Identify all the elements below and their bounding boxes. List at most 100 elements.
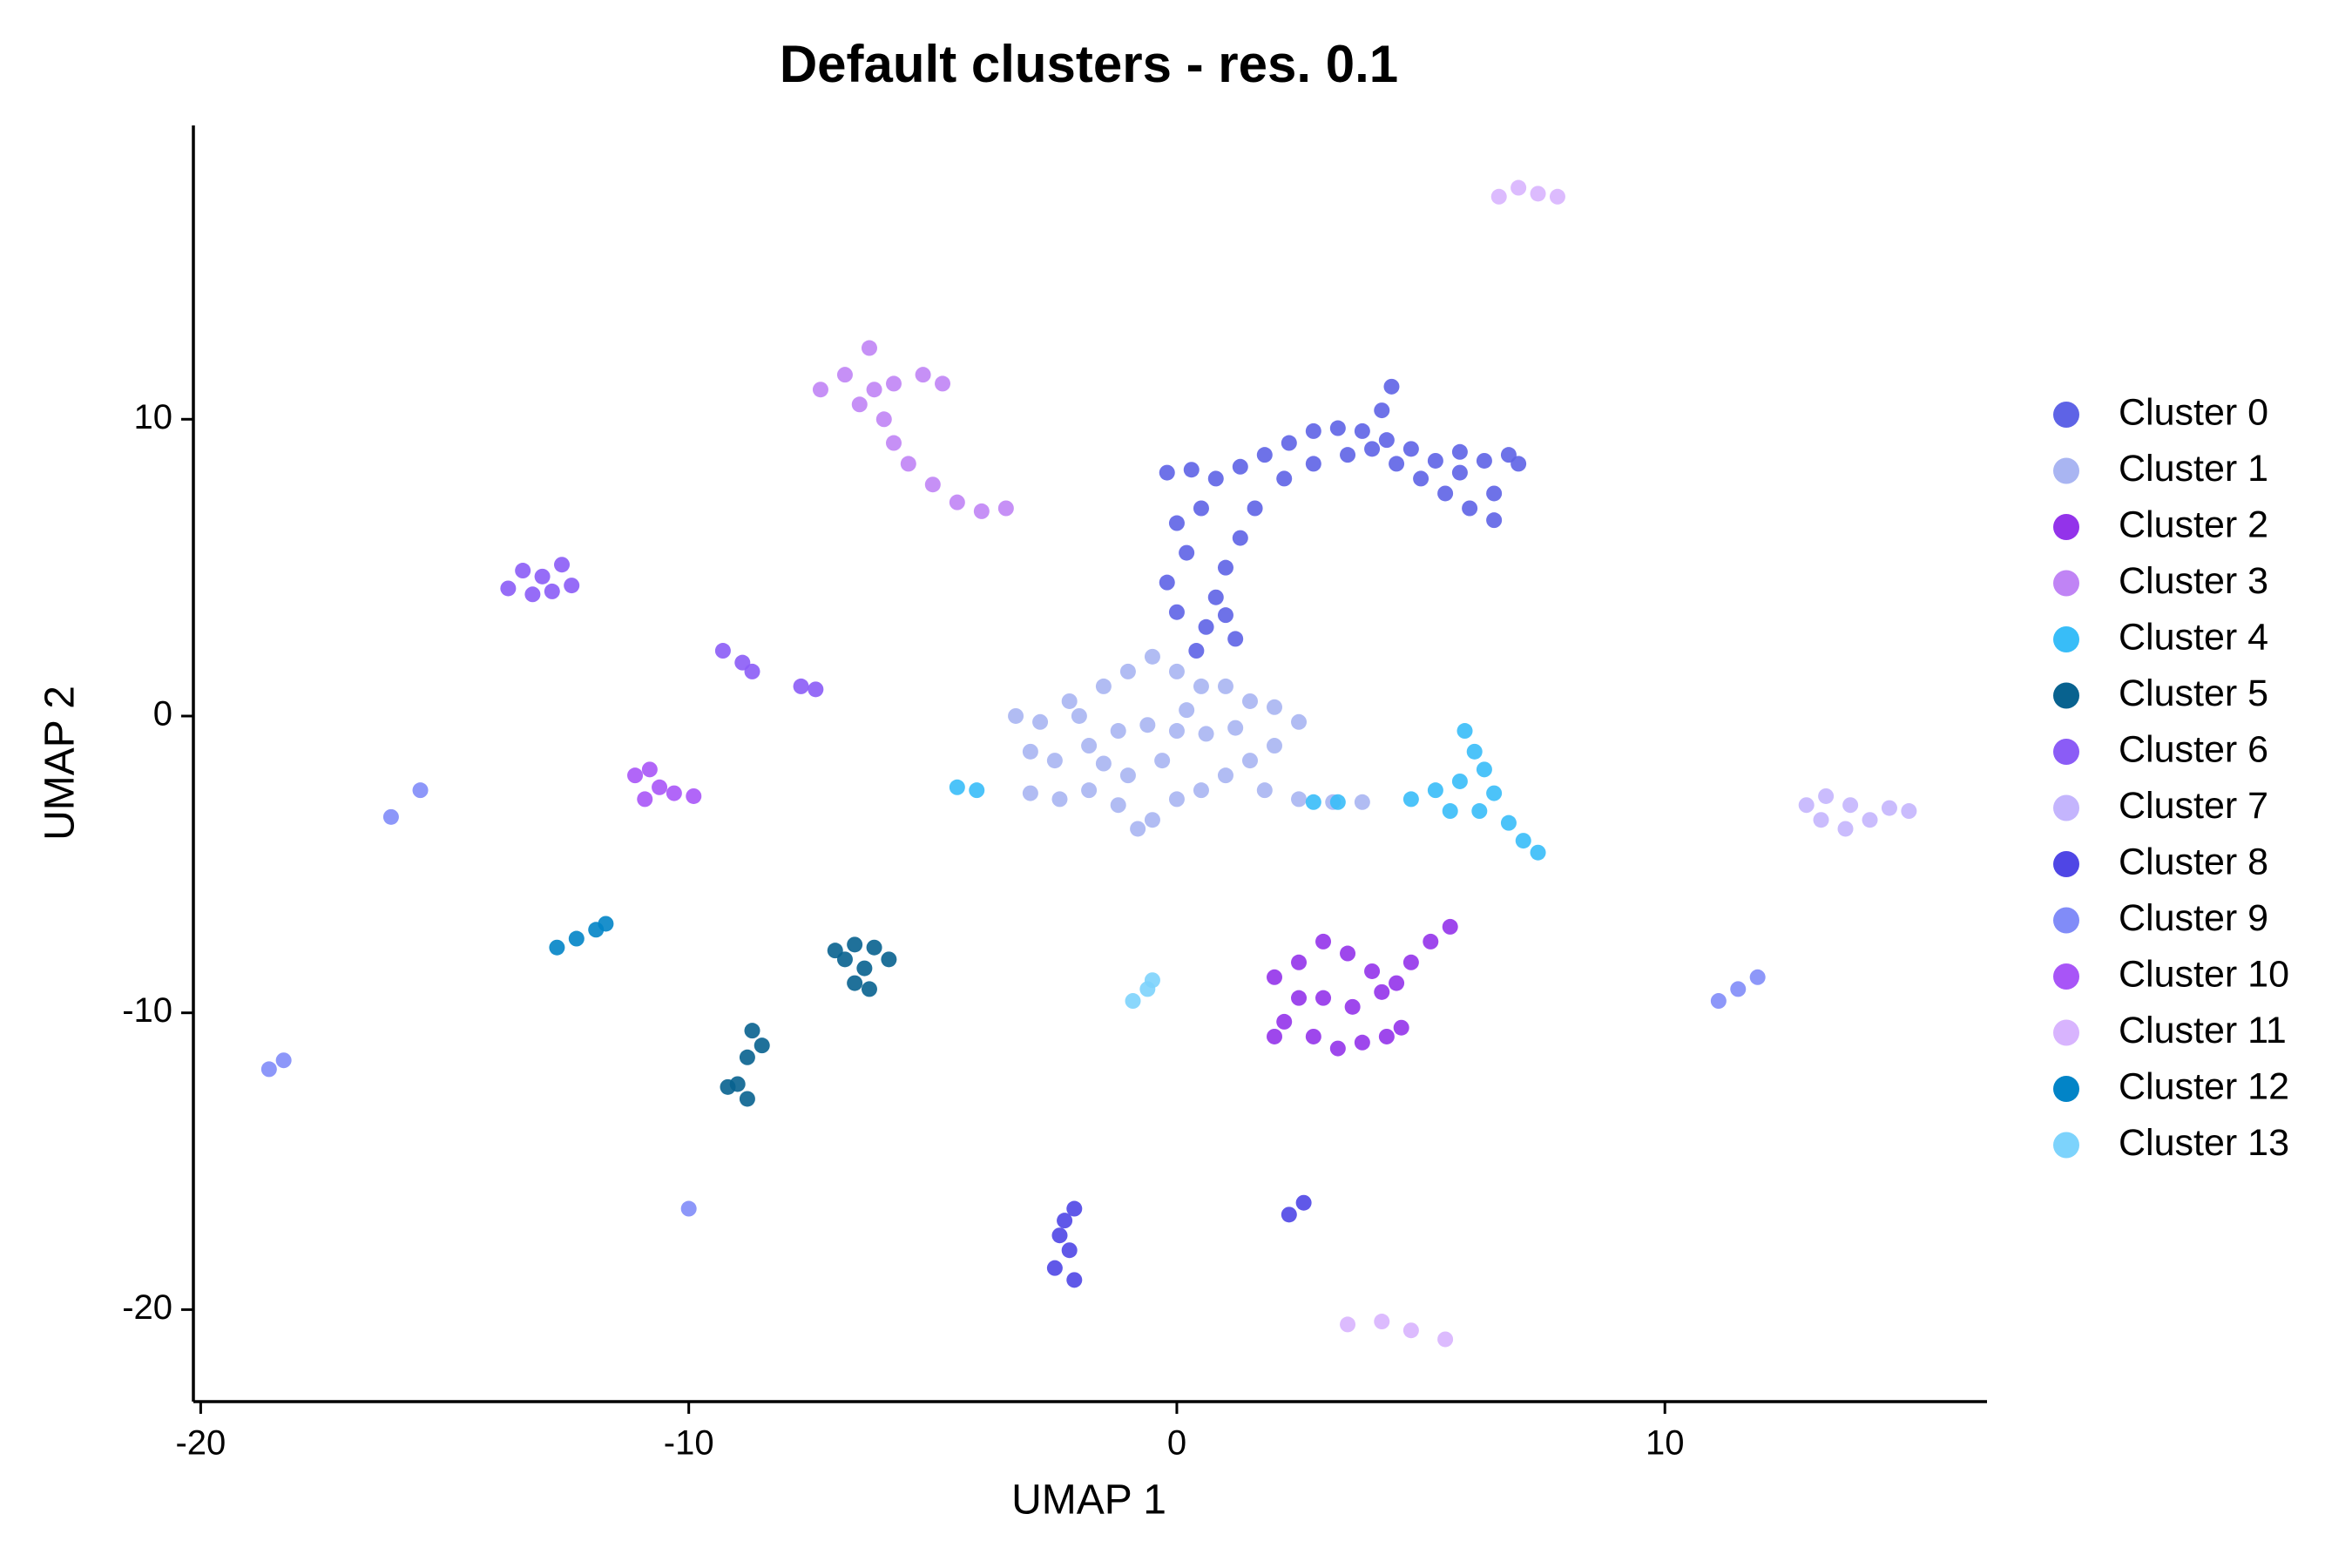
point xyxy=(1051,1227,1068,1244)
legend-label: Cluster 2 xyxy=(2119,504,2268,545)
point xyxy=(568,930,585,947)
x-tick-label: 10 xyxy=(1646,1424,1685,1463)
point xyxy=(997,500,1014,517)
legend-marker xyxy=(2053,739,2079,765)
point xyxy=(1081,738,1098,754)
point xyxy=(1110,797,1126,814)
legend-marker xyxy=(2053,1076,2079,1102)
point xyxy=(1168,663,1185,679)
point xyxy=(1837,821,1854,837)
point xyxy=(1125,993,1141,1010)
legend-marker xyxy=(2053,402,2079,428)
point xyxy=(793,678,809,694)
point xyxy=(1466,743,1483,760)
point xyxy=(924,476,941,493)
legend-label: Cluster 0 xyxy=(2119,391,2268,433)
point xyxy=(382,808,399,825)
point xyxy=(1217,767,1233,784)
point xyxy=(1798,797,1815,814)
point xyxy=(1217,559,1233,576)
point xyxy=(1081,782,1098,799)
legend-label: Cluster 9 xyxy=(2119,897,2268,939)
point xyxy=(1305,456,1321,472)
point xyxy=(1364,963,1381,979)
point xyxy=(1008,707,1024,724)
point xyxy=(500,580,517,597)
point xyxy=(1295,1194,1312,1211)
legend-marker xyxy=(2053,851,2079,877)
point xyxy=(1378,1028,1395,1044)
point xyxy=(666,785,682,801)
point xyxy=(1144,812,1160,828)
point xyxy=(1061,693,1078,709)
point xyxy=(1144,972,1160,989)
point xyxy=(544,583,560,599)
point xyxy=(1154,753,1171,769)
point xyxy=(1061,1242,1078,1259)
point xyxy=(1476,452,1492,469)
point xyxy=(1471,803,1488,820)
legend-marker xyxy=(2053,682,2079,709)
point xyxy=(1340,447,1356,463)
legend-label: Cluster 3 xyxy=(2119,560,2268,602)
point xyxy=(1168,723,1185,740)
point xyxy=(524,586,541,603)
point xyxy=(1232,530,1248,546)
point xyxy=(1159,574,1175,591)
point xyxy=(1402,954,1419,970)
point xyxy=(1144,648,1160,665)
point xyxy=(856,960,873,977)
point xyxy=(1456,723,1473,740)
point xyxy=(1022,743,1038,760)
point xyxy=(1305,1028,1321,1044)
point xyxy=(1329,420,1346,436)
point xyxy=(1046,753,1063,769)
point xyxy=(1119,767,1136,784)
point xyxy=(1842,797,1859,814)
point xyxy=(836,367,853,383)
point xyxy=(866,939,882,956)
point xyxy=(1530,186,1546,202)
point xyxy=(1207,470,1224,487)
point xyxy=(1813,812,1829,828)
point xyxy=(861,340,877,356)
point xyxy=(1057,1213,1073,1229)
point xyxy=(641,761,658,778)
point xyxy=(885,375,902,392)
point xyxy=(1389,456,1405,472)
point xyxy=(1402,1322,1419,1339)
point xyxy=(1427,782,1443,799)
legend-marker xyxy=(2053,626,2079,652)
point xyxy=(515,563,531,579)
point xyxy=(680,1200,697,1217)
point xyxy=(1168,791,1185,808)
point xyxy=(754,1037,770,1054)
point xyxy=(1046,1260,1063,1276)
point xyxy=(549,939,565,956)
point xyxy=(1462,500,1478,517)
point xyxy=(973,503,990,519)
point xyxy=(1291,954,1308,970)
point xyxy=(1168,604,1185,620)
point xyxy=(686,787,702,804)
point xyxy=(969,782,985,799)
y-tick-label: -20 xyxy=(122,1288,172,1327)
point xyxy=(1267,1028,1283,1044)
point xyxy=(1374,983,1390,1000)
legend-marker xyxy=(2053,457,2079,484)
chart-title: Default clusters - res. 0.1 xyxy=(780,35,1398,93)
point xyxy=(808,681,824,698)
point xyxy=(915,367,931,383)
point xyxy=(1119,663,1136,679)
point xyxy=(1066,1272,1083,1288)
point xyxy=(598,916,614,932)
point xyxy=(1227,631,1244,647)
x-tick-label: 0 xyxy=(1167,1424,1186,1463)
legend-marker xyxy=(2053,963,2079,990)
point xyxy=(1413,470,1429,487)
point xyxy=(1451,464,1468,481)
point xyxy=(1032,713,1049,730)
point xyxy=(1402,791,1419,808)
point xyxy=(1402,441,1419,457)
